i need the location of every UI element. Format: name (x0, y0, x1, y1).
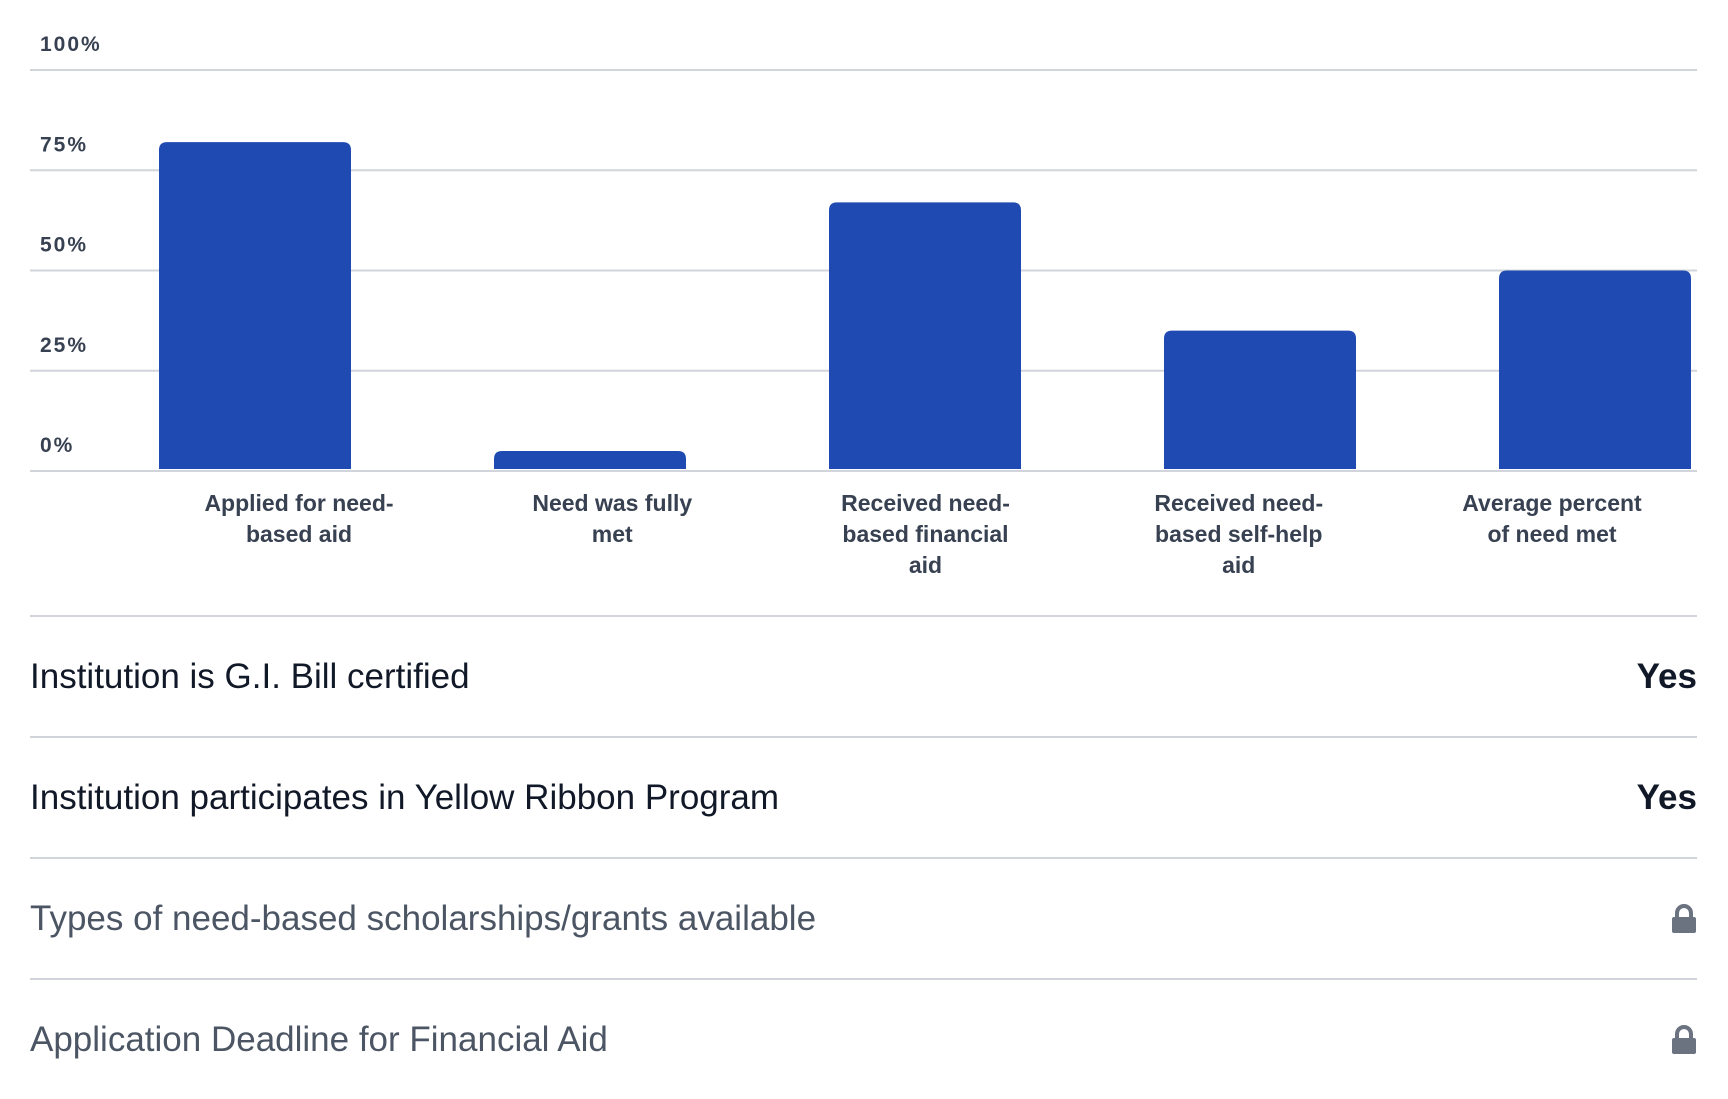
row-value: Yes (1636, 777, 1697, 817)
bar[interactable] (1164, 330, 1356, 469)
bar[interactable] (1499, 270, 1691, 470)
info-row-yellow-ribbon: Institution participates in Yellow Ribbo… (30, 736, 1697, 857)
x-tick-label: Applied for need-based aid (189, 488, 409, 550)
y-tick-label: 50% (40, 234, 88, 257)
row-value: Yes (1636, 656, 1697, 696)
x-tick-label-line: based self-help (1155, 521, 1323, 547)
x-tick-label-line: Received need- (1154, 490, 1324, 516)
row-label: Application Deadline for Financial Aid (30, 1019, 608, 1059)
y-tick-label: 75% (40, 133, 88, 156)
row-label: Types of need-based scholarships/grants … (30, 898, 817, 938)
row-label: Institution is G.I. Bill certified (30, 656, 470, 696)
x-tick-label-line: Applied for need- (204, 490, 394, 516)
row-label: Institution participates in Yellow Ribbo… (30, 777, 780, 817)
info-row-gi-bill: Institution is G.I. Bill certified Yes (30, 615, 1697, 736)
x-tick-label-line: Need was fully (532, 490, 693, 516)
x-tick-label: Received need-based financial aid (816, 488, 1036, 581)
x-tick-label: Received need-based self-help aid (1129, 488, 1349, 581)
info-row-scholarship-types[interactable]: Types of need-based scholarships/grants … (30, 857, 1697, 978)
bar[interactable] (159, 142, 351, 469)
lock-icon[interactable] (1671, 903, 1697, 934)
x-tick-label: Average percent of need met (1442, 488, 1662, 550)
x-tick-label-line: Received need- (841, 490, 1010, 516)
x-tick-label: Need was fully met (502, 488, 722, 550)
bar[interactable] (829, 202, 1021, 469)
x-tick-label-line: of need met (1487, 521, 1617, 547)
bar[interactable] (494, 450, 686, 469)
x-tick-label-line: Average percent (1462, 490, 1642, 516)
y-tick-label: 25% (40, 334, 88, 357)
bar-chart: 0% 25% 50% 75% 100% (30, 33, 1697, 472)
y-tick-label: 100% (40, 33, 102, 56)
x-tick-label-line: based aid (245, 521, 353, 547)
lock-icon[interactable] (1671, 1024, 1697, 1055)
x-tick-label-line: aid (1222, 552, 1256, 578)
y-tick-label: 0% (40, 434, 74, 457)
x-tick-label-line: met (591, 521, 633, 547)
x-tick-label-line: based financial (842, 521, 1009, 547)
info-row-application-deadline[interactable]: Application Deadline for Financial Aid (30, 978, 1697, 1099)
x-tick-label-line: aid (908, 552, 943, 578)
